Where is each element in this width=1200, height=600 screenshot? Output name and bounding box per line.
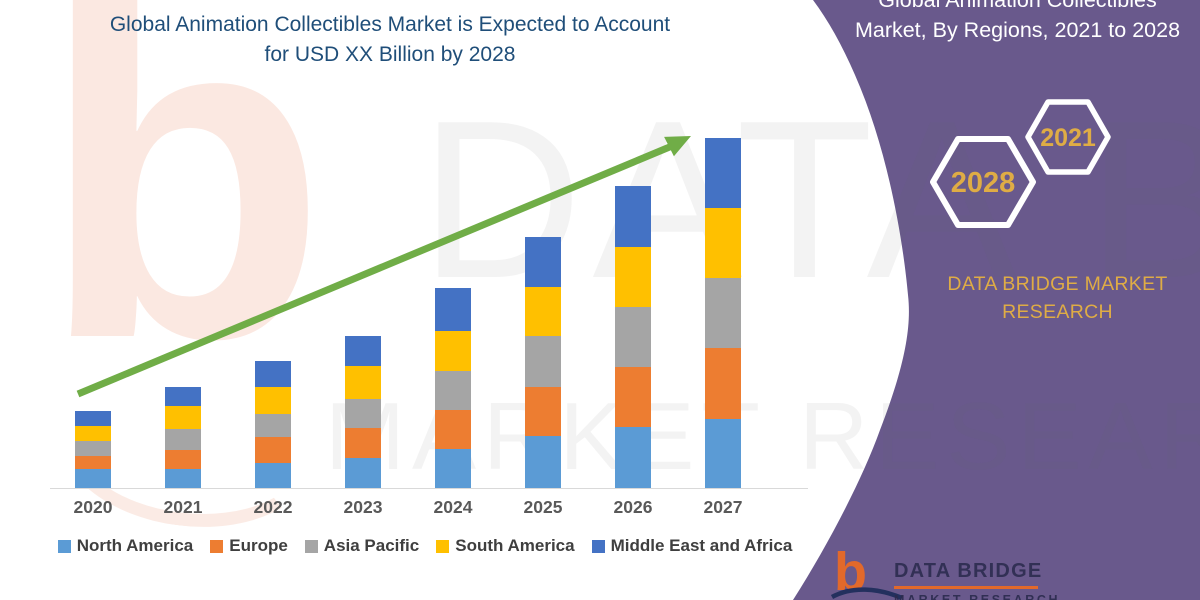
legend-item-middle-east-and-africa: Middle East and Africa [591,536,793,556]
bar-segment-asia-pacific-2021 [165,429,201,450]
bar-segment-middle-east-and-africa-2023 [345,336,381,366]
bar-segment-europe-2021 [165,450,201,469]
bar-segment-europe-2023 [345,428,381,458]
stacked-bar-2024 [435,288,471,488]
chart-legend: North America Europe Asia Pacific South Ame… [50,536,800,556]
chart-title-line2: for USD XX Billion by 2028 [264,43,516,66]
bar-segment-south-america-2025 [525,287,561,336]
chart-title: Global Animation Collectibles Market is … [55,10,725,70]
bar-segment-middle-east-and-africa-2024 [435,288,471,331]
side-panel-heading: Global Animation Collectibles Market, By… [840,0,1195,45]
bar-segment-asia-pacific-2024 [435,371,471,410]
bar-segment-middle-east-and-africa-2020 [75,411,111,426]
bar-segment-north-america-2025 [525,436,561,488]
stacked-bar-2025 [525,237,561,488]
bar-segment-middle-east-and-africa-2026 [615,186,651,247]
stacked-bar-2020 [75,411,111,488]
bar-segment-europe-2026 [615,367,651,427]
legend-swatch-middle-east-and-africa [591,539,605,553]
stacked-bar-2026 [615,186,651,488]
bar-segment-south-america-2024 [435,331,471,371]
x-axis-label-2025: 2025 [523,497,563,517]
legend-swatch-north-america [57,539,71,553]
footer-logo: b DATA BRIDGE MARKET RESEARCH [830,545,1074,600]
stacked-bar-2023 [345,336,381,488]
bar-segment-north-america-2020 [75,469,111,488]
x-axis-label-2023: 2023 [343,497,383,517]
bar-segment-north-america-2021 [165,469,201,488]
bar-segment-south-america-2023 [345,366,381,399]
bar-segment-south-america-2020 [75,426,111,441]
legend-item-north-america: North America [57,536,194,556]
footer-logo-subtitle: MARKET RESEARCH [894,592,1061,600]
x-axis-label-2021: 2021 [163,497,203,517]
legend-swatch-south-america [436,539,450,553]
bar-segment-asia-pacific-2026 [615,307,651,367]
bar-segment-asia-pacific-2023 [345,399,381,428]
bar-segment-europe-2024 [435,410,471,449]
footer-swoosh-icon [830,587,903,600]
x-axis-line [50,488,808,489]
bar-segment-middle-east-and-africa-2022 [255,361,291,387]
bar-segment-europe-2022 [255,437,291,463]
stacked-bar-2027 [705,138,741,488]
bar-segment-south-america-2021 [165,406,201,429]
legend-label-south-america: South America [455,536,575,555]
bar-segment-europe-2027 [705,348,741,419]
bar-segment-south-america-2027 [705,208,741,278]
footer-logo-underline [894,586,1038,589]
hexagon-2021-icon [1025,99,1111,175]
bar-segment-north-america-2026 [615,427,651,488]
footer-logo-name: DATA BRIDGE [894,560,1043,582]
x-axis-label-2027: 2027 [703,497,743,517]
bar-segment-north-america-2022 [255,463,291,488]
brand-name-line2: RESEARCH [1002,301,1113,323]
stacked-bar-2021 [165,387,201,488]
x-axis-label-2024: 2024 [433,497,473,517]
bar-segment-north-america-2023 [345,458,381,488]
hexagon-2021-label: 2021 [1040,124,1096,152]
plot-area: 2020 2021 2022 2023 2024 2025 2026 2027 [50,138,808,517]
bar-segment-middle-east-and-africa-2021 [165,387,201,406]
legend-label-asia-pacific: Asia Pacific [323,536,420,555]
bar-segment-middle-east-and-africa-2027 [705,138,741,208]
side-panel-heading-line2: Market, By Regions, 2021 to 2028 [854,17,1181,42]
legend-swatch-asia-pacific [304,539,318,553]
legend-swatch-europe [210,539,224,553]
x-axis-label-2022: 2022 [253,497,293,517]
bar-segment-south-america-2026 [615,247,651,307]
bar-segment-europe-2025 [525,387,561,436]
stacked-bar-2022 [255,361,291,488]
bar-segment-south-america-2022 [255,387,291,414]
bar-segment-north-america-2027 [705,419,741,488]
bar-segment-europe-2020 [75,456,111,469]
legend-item-south-america: South America [436,536,575,556]
legend-label-europe: Europe [229,536,288,555]
side-panel-heading-line1: Global Animation Collectibles [878,0,1157,12]
bar-segment-asia-pacific-2022 [255,414,291,437]
legend-item-europe: Europe [210,536,288,556]
legend-label-middle-east-and-africa: Middle East and Africa [610,536,793,555]
hexagon-2028-icon [930,136,1036,228]
legend-label-north-america: North America [76,536,194,555]
legend-item-asia-pacific: Asia Pacific [304,536,420,556]
year-hexagons: 2028 2021 [930,99,1111,228]
bar-segment-asia-pacific-2027 [705,278,741,348]
bar-segment-asia-pacific-2025 [525,336,561,387]
brand-name-line1: DATA BRIDGE MARKET [947,273,1168,295]
x-axis-label-2026: 2026 [613,497,653,517]
chart-title-line1: Global Animation Collectibles Market is … [109,13,671,36]
bar-segment-asia-pacific-2020 [75,441,111,456]
brand-name: DATA BRIDGE MARKET RESEARCH [945,270,1170,326]
bar-segment-north-america-2024 [435,449,471,488]
bar-segment-middle-east-and-africa-2025 [525,237,561,287]
x-axis-label-2020: 2020 [73,497,113,517]
hexagon-2028-label: 2028 [951,167,1016,199]
